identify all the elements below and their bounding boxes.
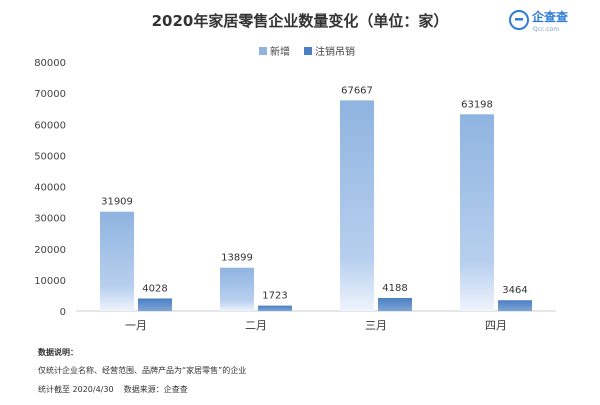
y-tick-label: 40000: [34, 183, 66, 194]
y-tick-label: 80000: [34, 58, 66, 69]
x-tick-label: 二月: [245, 319, 267, 332]
chart-title: 2020年家居零售企业数量变化（单位：家）: [152, 12, 449, 30]
bar-new-1: [100, 211, 134, 311]
y-tick-label: 60000: [34, 120, 66, 131]
bar-new-4: [460, 114, 494, 311]
y-tick-label: 10000: [34, 276, 66, 287]
notes-line2: 统计截至 2020/4/30 数据来源：企查查: [38, 384, 188, 394]
bar-cancel-2: [258, 305, 292, 311]
y-tick-label: 20000: [34, 245, 66, 256]
notes-heading: 数据说明：: [38, 347, 78, 357]
bar-cancel-1: [138, 298, 172, 311]
legend-swatch-new: [259, 47, 267, 55]
bar-cancel-3: [378, 297, 412, 311]
data-label: 4028: [142, 283, 167, 294]
data-label: 31909: [101, 197, 133, 208]
logo-icon: [509, 10, 529, 30]
logo-icon-bar: [515, 18, 523, 21]
y-tick-label: 70000: [34, 89, 66, 100]
logo-sub: Qcc.com: [533, 26, 559, 33]
legend: 新增 注销吊销: [259, 45, 355, 58]
data-label: 4188: [382, 283, 407, 294]
bar-cancel-4: [498, 300, 532, 311]
logo-name: 企查查: [531, 9, 569, 24]
y-tick-label: 50000: [34, 151, 66, 162]
bar-new-2: [220, 267, 254, 311]
data-label: 3464: [502, 285, 527, 296]
logo: 企查查 Qcc.com: [509, 9, 569, 33]
data-label: 1723: [262, 291, 287, 302]
data-label: 67667: [341, 85, 373, 96]
bar-new-3: [340, 100, 374, 311]
legend-label-new: 新增: [270, 45, 290, 58]
legend-label-cancel: 注销吊销: [315, 45, 355, 58]
plot-area: 31909 4028 一月 13899 1723 二月 67667 4188 三月 63198 34…: [100, 85, 532, 332]
x-tick-label: 四月: [485, 319, 507, 332]
y-tick-label: 30000: [34, 214, 66, 225]
y-tick-label: 0: [60, 307, 66, 318]
legend-swatch-cancel: [304, 47, 312, 55]
y-axis: 0 10000 20000 30000 40000 50000 60000 70000 8000…: [34, 58, 66, 318]
data-label: 63198: [461, 99, 493, 110]
notes-line1: 仅统计企业名称、经营范围、品牌产品为“家居零售”的企业: [38, 365, 246, 375]
x-tick-label: 一月: [125, 319, 147, 332]
x-tick-label: 三月: [365, 319, 387, 332]
data-label: 13899: [221, 253, 253, 264]
